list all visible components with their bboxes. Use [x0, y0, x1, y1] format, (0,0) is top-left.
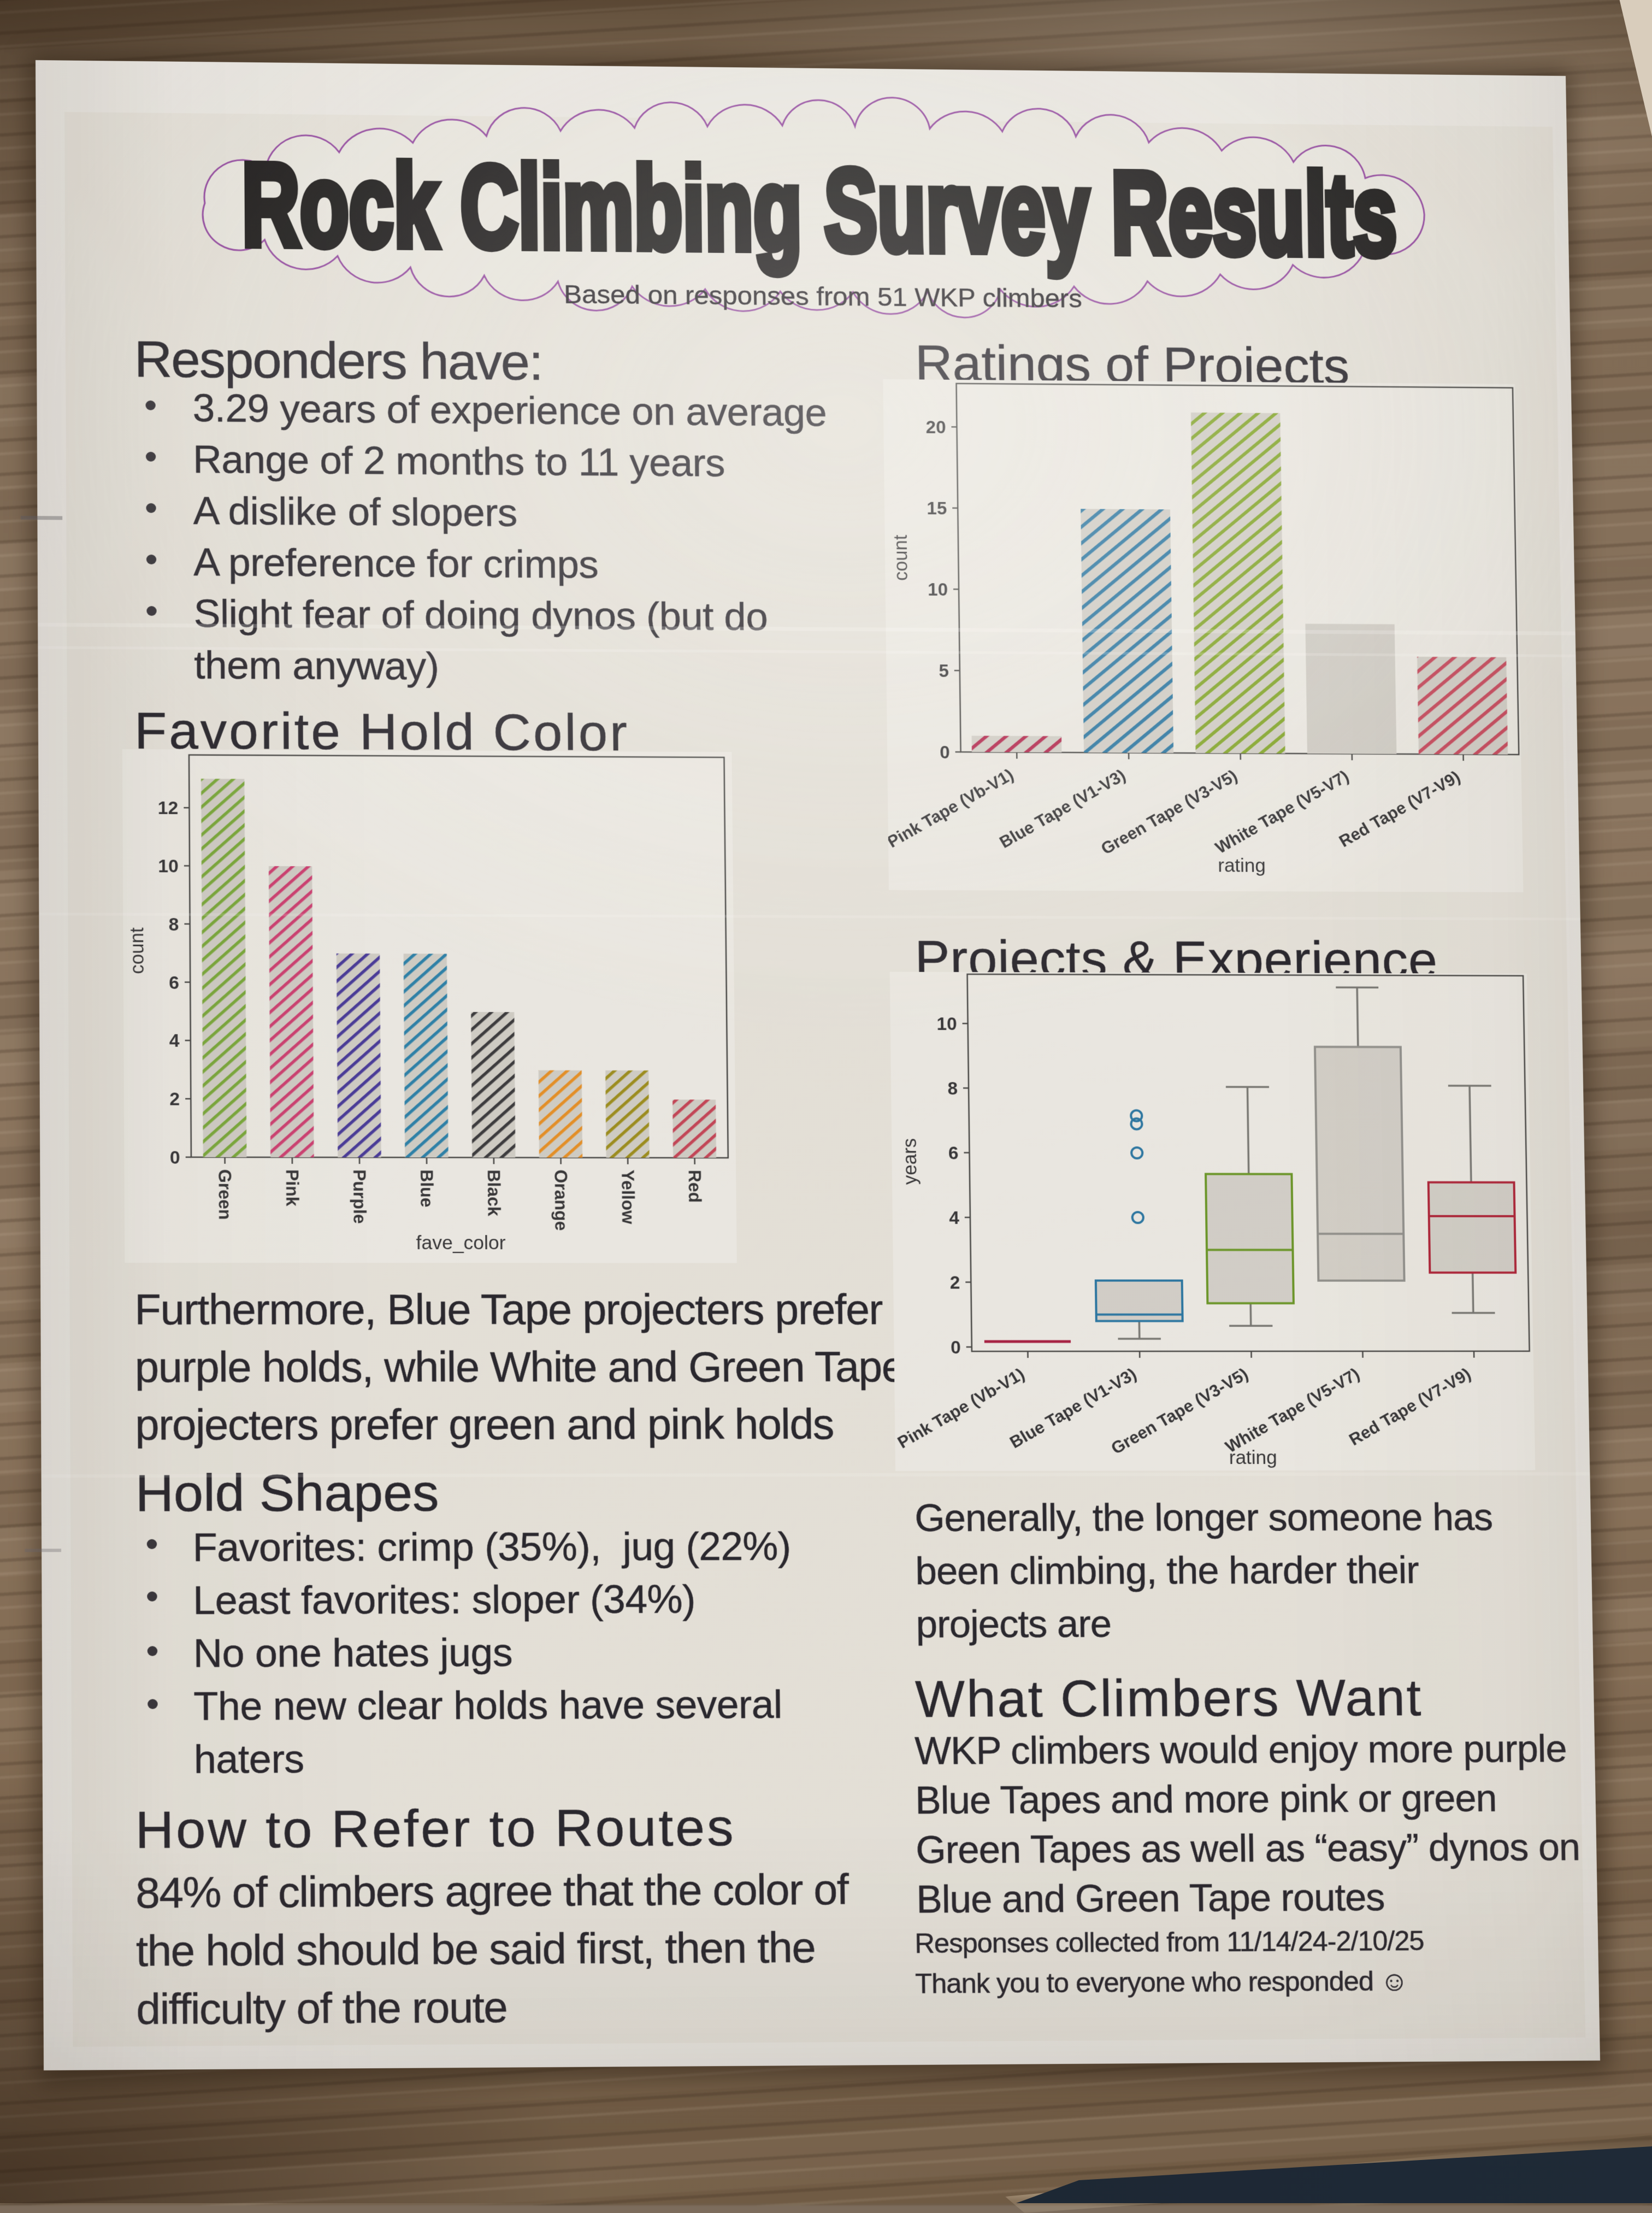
svg-text:Orange: Orange: [551, 1169, 571, 1231]
svg-text:5: 5: [939, 661, 949, 681]
svg-text:fave_color: fave_color: [416, 1232, 506, 1253]
svg-text:20: 20: [926, 417, 946, 437]
svg-text:Green: Green: [215, 1169, 235, 1220]
svg-text:Blue: Blue: [417, 1169, 437, 1207]
svg-text:Yellow: Yellow: [618, 1170, 638, 1225]
svg-text:0: 0: [940, 742, 950, 762]
svg-text:count: count: [126, 927, 148, 974]
svg-text:6: 6: [169, 972, 179, 992]
svg-text:2: 2: [949, 1272, 960, 1292]
svg-text:8: 8: [168, 914, 179, 934]
svg-text:rating: rating: [1229, 1447, 1277, 1468]
svg-text:12: 12: [158, 798, 179, 818]
svg-text:4: 4: [169, 1031, 180, 1051]
svg-text:10: 10: [928, 579, 948, 599]
svg-text:6: 6: [948, 1143, 959, 1163]
svg-text:0: 0: [170, 1147, 180, 1168]
svg-text:Pink: Pink: [282, 1169, 303, 1206]
svg-text:2: 2: [169, 1089, 180, 1109]
svg-text:count: count: [890, 534, 912, 581]
svg-text:Black: Black: [484, 1169, 504, 1216]
svg-text:Red: Red: [685, 1170, 705, 1203]
svg-text:years: years: [899, 1138, 921, 1185]
svg-text:15: 15: [927, 498, 947, 519]
svg-text:Purple: Purple: [350, 1169, 370, 1224]
svg-text:rating: rating: [1218, 855, 1266, 876]
svg-text:10: 10: [158, 856, 179, 876]
svg-text:8: 8: [947, 1078, 958, 1098]
svg-text:4: 4: [949, 1208, 960, 1228]
svg-text:10: 10: [936, 1014, 957, 1034]
svg-text:0: 0: [951, 1337, 961, 1357]
